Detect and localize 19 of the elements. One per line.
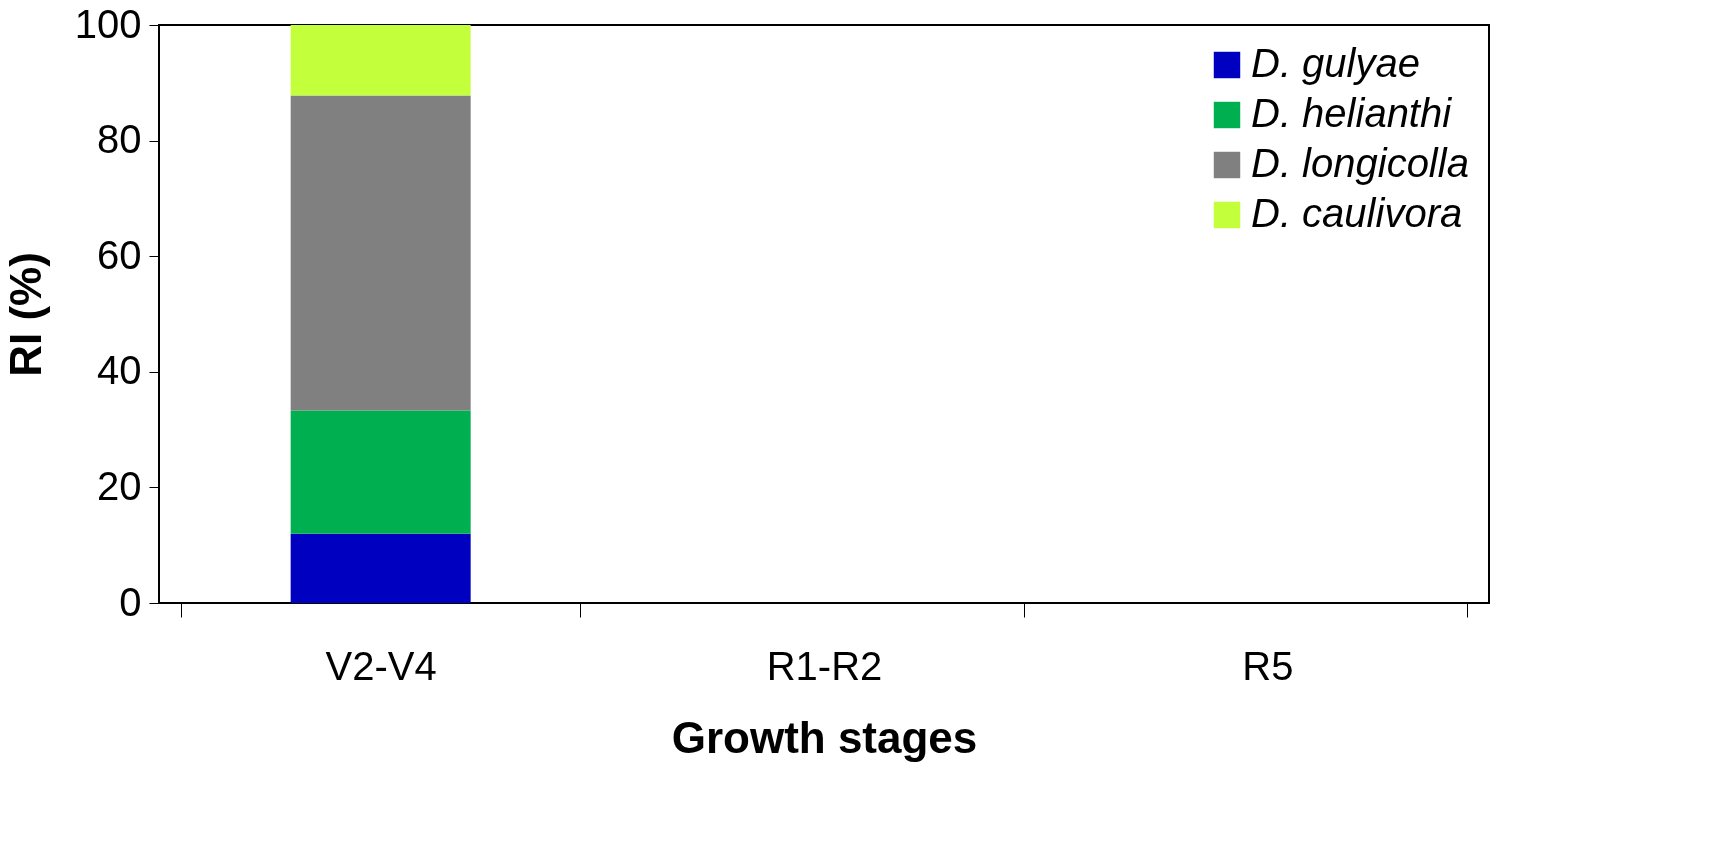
legend-label: D. longicolla [1251,141,1469,185]
x-tick-label: R5 [1242,643,1294,688]
x-axis-title: Growth stages [671,712,978,762]
y-tick-label: 100 [74,1,142,46]
x-tick-label: R1-R2 [766,643,883,688]
legend-label: D. caulivora [1251,191,1463,235]
bar [290,95,471,411]
bar [290,410,471,534]
bar [290,25,471,96]
bar [290,533,471,603]
y-axis-title: RI (%) [0,252,50,377]
legend-label: D. helianthi [1251,91,1453,135]
y-tick-label: 60 [97,232,142,277]
y-tick-label: 40 [97,348,142,393]
x-tick-label: V2-V4 [325,643,437,688]
y-tick-label: 80 [97,117,142,162]
y-tick-label: 0 [119,579,142,624]
legend-label: D. gulyae [1251,41,1420,85]
y-tick-label: 20 [97,463,142,508]
